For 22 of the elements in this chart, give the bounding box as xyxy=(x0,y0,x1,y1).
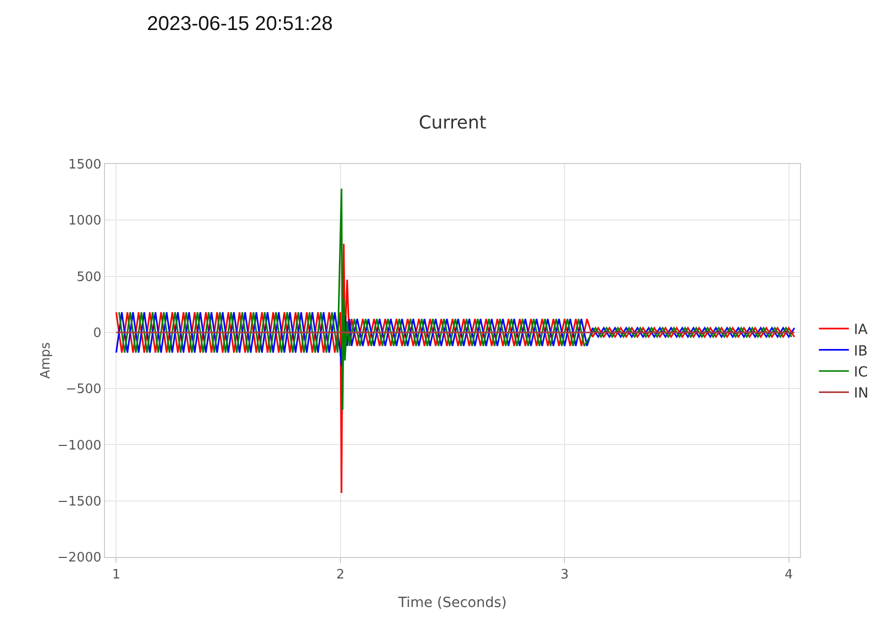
y-tick-label: 0 xyxy=(93,326,102,341)
y-tick-label: −1000 xyxy=(57,438,102,454)
legend-label: IN xyxy=(854,386,869,402)
y-tick-label: −500 xyxy=(66,382,102,398)
chart-title: Current xyxy=(418,112,486,134)
line-series xyxy=(118,188,792,411)
line-series xyxy=(115,242,796,494)
y-tick-label: 1000 xyxy=(68,214,102,229)
y-axis-title: Amps xyxy=(38,342,54,379)
x-tick-label: 4 xyxy=(784,568,793,583)
x-axis-title: Time (Seconds) xyxy=(397,594,507,611)
x-tick-label: 3 xyxy=(560,568,569,583)
y-tick-label: 500 xyxy=(76,270,102,285)
legend-label: IA xyxy=(854,322,868,338)
text: 2023-06-15 20:51:28 xyxy=(147,13,333,35)
x-tick-label: 1 xyxy=(112,568,120,583)
x-tick-label: 2 xyxy=(336,568,345,583)
legend-label: IC xyxy=(854,364,868,380)
y-tick-label: −2000 xyxy=(57,550,102,566)
y-tick-label: −1500 xyxy=(57,494,102,510)
y-tick-label: 1500 xyxy=(68,158,102,173)
legend-label: IB xyxy=(854,343,868,360)
